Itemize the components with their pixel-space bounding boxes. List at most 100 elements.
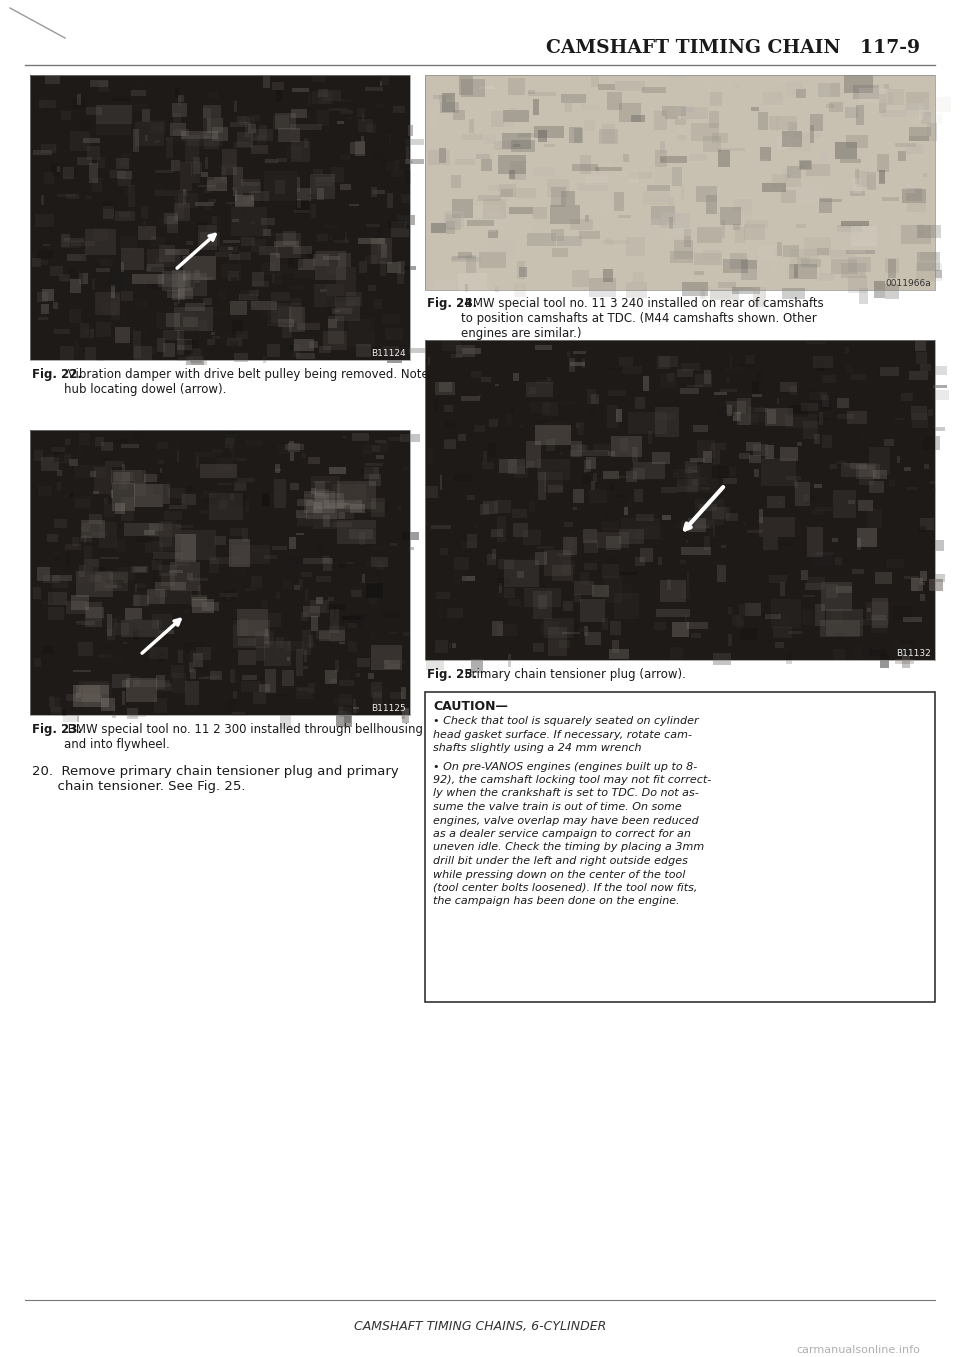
Bar <box>335 297 360 320</box>
Bar <box>672 167 682 186</box>
Bar <box>318 187 324 199</box>
Bar <box>857 171 868 187</box>
Bar <box>501 189 514 197</box>
Bar <box>107 628 115 639</box>
Bar <box>704 370 711 384</box>
Bar <box>867 172 876 190</box>
Bar <box>267 345 280 357</box>
Bar <box>276 638 284 649</box>
Bar <box>211 672 216 685</box>
Bar <box>230 669 235 683</box>
Bar <box>261 600 268 608</box>
Bar <box>425 75 935 290</box>
Bar <box>312 76 325 83</box>
Bar <box>763 92 782 104</box>
Bar <box>241 681 260 692</box>
Bar <box>706 195 717 213</box>
Bar <box>901 189 925 204</box>
Bar <box>391 229 409 237</box>
Bar <box>645 525 662 540</box>
Bar <box>588 408 595 415</box>
Bar <box>132 274 164 284</box>
Bar <box>248 123 256 133</box>
Bar <box>708 111 719 128</box>
Bar <box>132 567 146 573</box>
Text: Primary chain tensioner plug (arrow).: Primary chain tensioner plug (arrow). <box>461 668 685 681</box>
Bar <box>819 413 823 425</box>
Bar <box>536 380 554 384</box>
Bar <box>204 205 211 210</box>
Bar <box>164 213 178 224</box>
Bar <box>306 501 345 518</box>
Bar <box>588 490 607 502</box>
Bar <box>526 441 541 468</box>
Bar <box>239 252 251 259</box>
Bar <box>778 567 787 577</box>
Bar <box>765 445 774 459</box>
Bar <box>103 206 114 218</box>
Bar <box>389 631 398 635</box>
Bar <box>695 499 724 525</box>
Bar <box>122 474 135 489</box>
Bar <box>470 372 482 379</box>
Bar <box>454 503 466 514</box>
Bar <box>351 161 361 164</box>
Bar <box>169 570 182 573</box>
Bar <box>366 255 377 265</box>
Bar <box>313 506 337 529</box>
Bar <box>319 635 324 638</box>
Bar <box>275 179 284 194</box>
Bar <box>562 402 577 404</box>
Bar <box>198 225 217 250</box>
Bar <box>562 631 580 634</box>
Bar <box>748 407 765 422</box>
Bar <box>817 552 834 555</box>
Bar <box>231 277 237 281</box>
Bar <box>112 483 134 510</box>
Bar <box>99 104 108 117</box>
Bar <box>113 472 130 483</box>
Bar <box>493 499 511 513</box>
Bar <box>402 708 409 723</box>
Bar <box>888 259 897 278</box>
Bar <box>495 570 505 575</box>
Bar <box>190 669 196 680</box>
Bar <box>107 273 123 288</box>
Bar <box>229 341 238 351</box>
Bar <box>303 607 321 617</box>
Bar <box>201 172 207 176</box>
Bar <box>608 406 618 427</box>
Bar <box>259 246 277 255</box>
Bar <box>329 467 346 474</box>
Bar <box>161 271 191 292</box>
Bar <box>640 548 654 562</box>
Bar <box>196 457 199 468</box>
Bar <box>179 193 198 208</box>
Bar <box>70 132 89 151</box>
Bar <box>70 494 73 497</box>
Bar <box>527 232 557 246</box>
Bar <box>807 497 816 503</box>
Bar <box>275 114 296 129</box>
Bar <box>379 136 397 148</box>
Bar <box>335 309 340 312</box>
Bar <box>373 570 383 578</box>
Bar <box>268 275 285 281</box>
Bar <box>372 546 387 551</box>
Bar <box>356 673 360 677</box>
Bar <box>191 360 206 365</box>
Bar <box>130 715 146 718</box>
Bar <box>161 574 175 586</box>
Bar <box>511 109 515 113</box>
Bar <box>313 480 330 483</box>
Bar <box>927 366 947 376</box>
Bar <box>290 441 294 444</box>
Bar <box>146 266 151 270</box>
Bar <box>357 107 365 117</box>
Bar <box>111 490 113 498</box>
Bar <box>698 611 714 615</box>
Bar <box>915 114 942 123</box>
Bar <box>557 552 574 556</box>
Bar <box>677 369 693 377</box>
Bar <box>808 392 827 399</box>
